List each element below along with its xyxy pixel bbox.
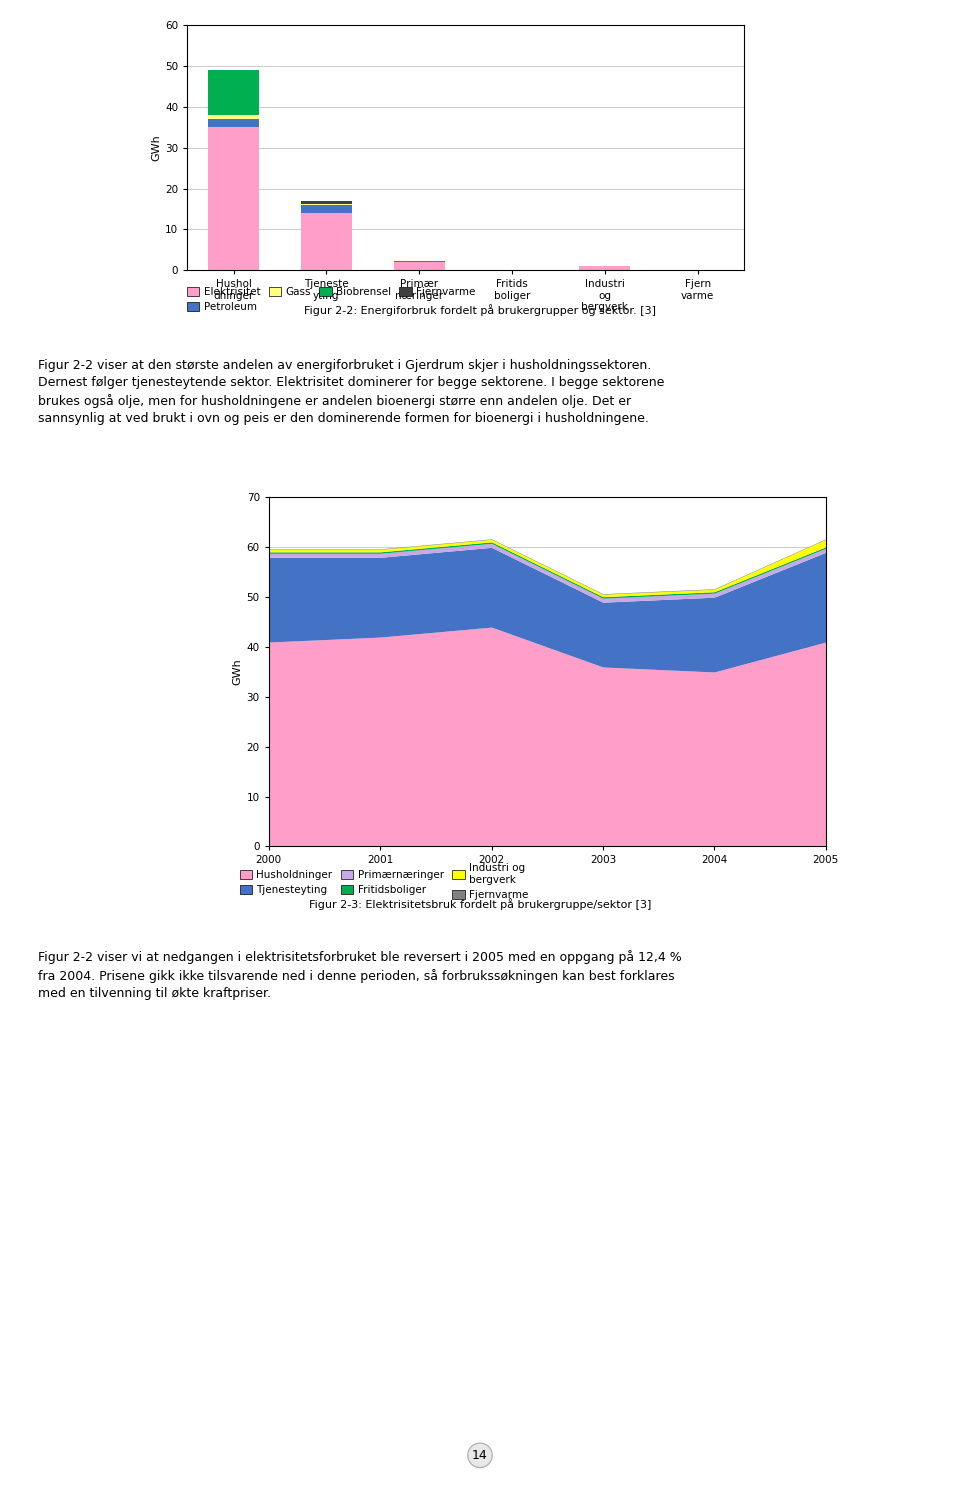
Legend: Husholdninger, Tjenesteyting, Primærnæringer, Fritidsboliger, Industri og
bergve: Husholdninger, Tjenesteyting, Primærnæri… [235, 860, 532, 904]
Bar [300, 212, 352, 270]
Legend: Elektrisitet, Petroleum, Gass, Biobrensel, Fjernvarme: Elektrisitet, Petroleum, Gass, Biobrense… [182, 284, 479, 316]
Text: Figur 2-2 viser at den største andelen av energiforbruket i Gjerdrum skjer i hus: Figur 2-2 viser at den største andelen a… [38, 359, 664, 425]
Text: Figur 2-2 viser vi at nedgangen i elektrisitetsforbruket ble reversert i 2005 me: Figur 2-2 viser vi at nedgangen i elektr… [38, 950, 683, 999]
Text: Figur 2-3: Elektrisitetsbruk fordelt på brukergruppe/sektor [3]: Figur 2-3: Elektrisitetsbruk fordelt på … [309, 898, 651, 910]
Bar [208, 119, 259, 128]
Y-axis label: GWh: GWh [151, 134, 161, 162]
Text: 14: 14 [472, 1449, 488, 1461]
Text: Figur 2-2: Energiforbruk fordelt på brukergrupper og sektor. [3]: Figur 2-2: Energiforbruk fordelt på bruk… [304, 304, 656, 316]
Y-axis label: GWh: GWh [232, 658, 243, 686]
Bar [394, 261, 444, 270]
Bar [300, 205, 352, 212]
Bar [300, 200, 352, 203]
Bar [208, 70, 259, 116]
Bar [208, 128, 259, 270]
Bar [579, 266, 631, 270]
Bar [208, 116, 259, 119]
